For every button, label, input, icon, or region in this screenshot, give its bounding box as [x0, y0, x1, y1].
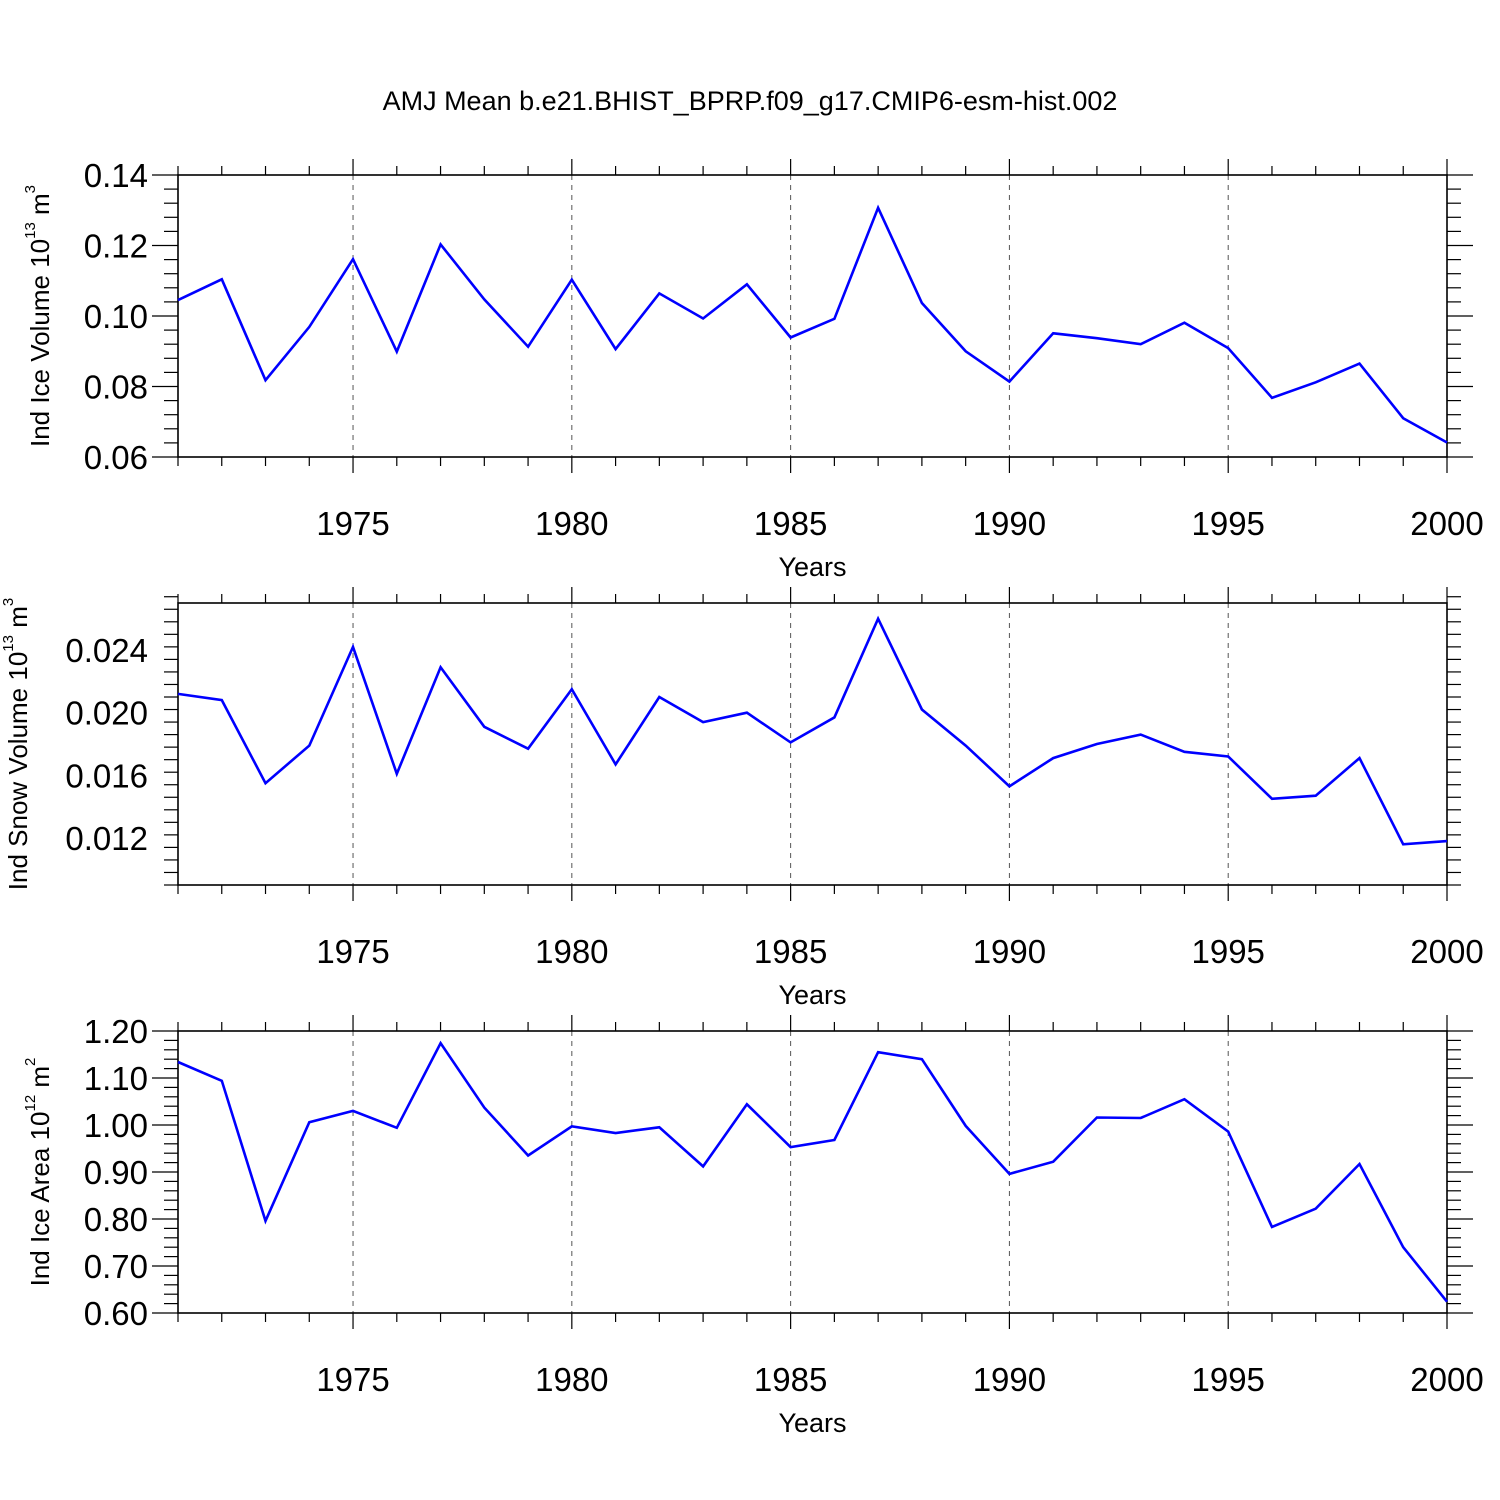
panel-snow-volume: 0.012 0.016 0.020 0.024 1975 1980 1985 1990 1995…: [0, 587, 1484, 1010]
y-tick-label: 0.70: [84, 1248, 148, 1285]
x-tick-label: 1975: [316, 1361, 389, 1398]
x-axis-label: Years: [778, 1408, 846, 1438]
y-tick-label: 0.016: [65, 757, 148, 794]
y-tick-label: 0.80: [84, 1201, 148, 1238]
x-tick-label: 1985: [754, 505, 827, 542]
y-tick-label: 0.020: [65, 695, 148, 732]
x-tick-label: 2000: [1410, 933, 1483, 970]
y-tick-label: 1.00: [84, 1107, 148, 1144]
x-tick-label: 1990: [973, 505, 1046, 542]
x-axis-label: Years: [778, 980, 846, 1010]
y-tick-label: 0.14: [84, 157, 148, 194]
x-tick-label: 1980: [535, 933, 608, 970]
x-tick-label: 1990: [973, 933, 1046, 970]
x-tick-label: 1975: [316, 505, 389, 542]
x-tick-label: 2000: [1410, 505, 1483, 542]
y-tick-label: 0.12: [84, 228, 148, 265]
y-tick-label: 0.08: [84, 369, 148, 406]
panel-ice-volume: 0.06 0.08 0.10 0.12 0.14 1975 1980 1985 1990 1995…: [22, 157, 1484, 582]
x-tick-label: 1995: [1191, 505, 1264, 542]
series-line: [177, 1040, 1449, 1303]
plot-frame: [177, 602, 1448, 886]
y-axis-label: Ind Ice Area 1012 m2: [22, 1058, 55, 1287]
x-tick-label: 1995: [1191, 1361, 1264, 1398]
x-tick-label: 1975: [316, 933, 389, 970]
series-line: [177, 204, 1448, 444]
x-tick-label: 1990: [973, 1361, 1046, 1398]
figure-title: AMJ Mean b.e21.BHIST_BPRP.f09_g17.CMIP6-…: [383, 86, 1118, 116]
y-axis-label: Ind Ice Volume 1013 m3: [22, 185, 55, 447]
x-tick-label: 1985: [754, 1361, 827, 1398]
y-tick-label: 0.10: [84, 298, 148, 335]
x-axis-label: Years: [778, 552, 846, 582]
y-tick-label: 0.60: [84, 1295, 148, 1332]
y-tick-label: 0.06: [84, 439, 148, 476]
panel-ice-area: 0.60 0.70 0.80 0.90 1.00 1.10 1.20 1975 1980 1985…: [22, 1013, 1484, 1438]
x-tick-label: 2000: [1410, 1361, 1483, 1398]
y-tick-label: 0.024: [65, 632, 148, 669]
y-axis-label: Ind Snow Volume 1013 m3: [0, 598, 33, 890]
y-tick-label: 1.20: [84, 1013, 148, 1050]
plot-frame: [177, 174, 1448, 458]
plot-frame: [177, 1030, 1448, 1314]
x-tick-label: 1980: [535, 505, 608, 542]
series-line: [177, 615, 1448, 846]
x-tick-label: 1995: [1191, 933, 1264, 970]
y-tick-label: 0.012: [65, 820, 148, 857]
y-tick-label: 1.10: [84, 1060, 148, 1097]
x-tick-label: 1985: [754, 933, 827, 970]
y-tick-label: 0.90: [84, 1154, 148, 1191]
x-tick-label: 1980: [535, 1361, 608, 1398]
